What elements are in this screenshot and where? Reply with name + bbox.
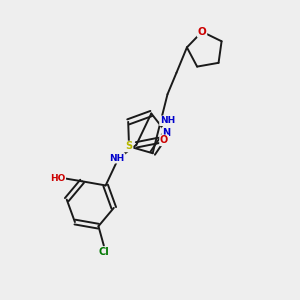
Text: S: S <box>125 141 133 152</box>
Text: NH: NH <box>109 154 124 163</box>
Text: O: O <box>160 135 168 146</box>
Text: N: N <box>162 128 170 138</box>
Text: HO: HO <box>50 174 65 183</box>
Text: Cl: Cl <box>98 247 109 257</box>
Text: NH: NH <box>160 116 175 125</box>
Text: O: O <box>198 27 206 37</box>
